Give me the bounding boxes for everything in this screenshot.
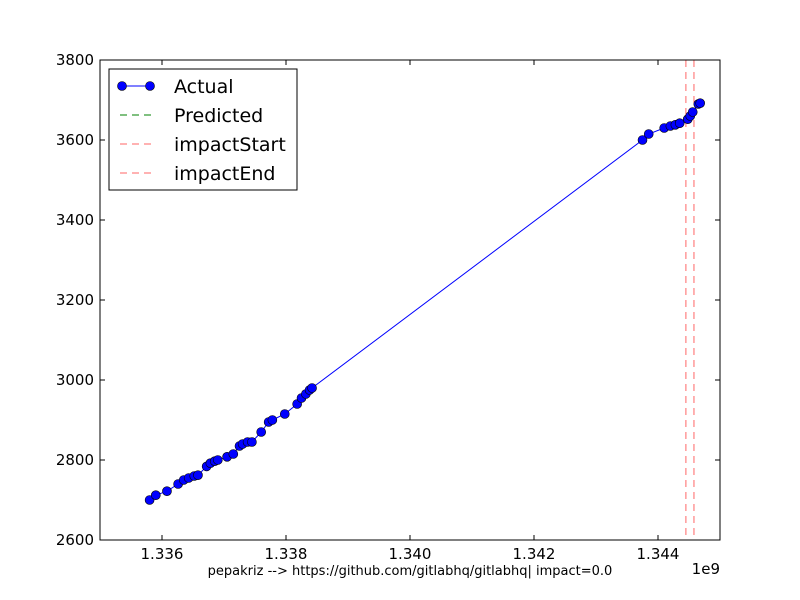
legend: Actual Predicted impactStart impactEnd bbox=[108, 68, 298, 191]
actual-data-point bbox=[267, 415, 278, 425]
y-tick-label: 3400 bbox=[56, 211, 94, 229]
actual-data-point bbox=[151, 490, 161, 501]
actual-data-point bbox=[162, 486, 172, 497]
x-axis-offset-label: 1e9 bbox=[692, 560, 720, 578]
legend-actual-label: Actual bbox=[174, 76, 234, 98]
actual-data-point bbox=[695, 98, 705, 108]
impact-lines bbox=[685, 60, 695, 540]
y-tick-label: 3000 bbox=[56, 371, 94, 389]
y-tick-label: 2800 bbox=[56, 451, 94, 469]
actual-data-point bbox=[279, 409, 290, 419]
actual-data-point bbox=[193, 470, 203, 481]
x-axis-ticks: 1.336 1.338 1.340 1.342 1.344 bbox=[141, 60, 680, 563]
actual-data-point bbox=[213, 455, 223, 465]
y-tick-label: 3200 bbox=[56, 291, 94, 309]
x-tick-label: 1.342 bbox=[513, 545, 556, 563]
actual-data-point bbox=[256, 427, 267, 437]
x-axis-label: pepakriz --> https://github.com/gitlabhq… bbox=[208, 564, 613, 579]
legend-impact-start-label: impactStart bbox=[174, 134, 286, 156]
legend-predicted-label: Predicted bbox=[174, 105, 263, 127]
legend-impact-end-label: impactEnd bbox=[174, 163, 276, 185]
legend-actual-marker bbox=[145, 81, 155, 91]
x-tick-label: 1.338 bbox=[265, 545, 308, 563]
actual-data-point bbox=[687, 107, 698, 117]
actual-data-point bbox=[637, 135, 648, 145]
x-tick-label: 1.340 bbox=[389, 545, 432, 563]
series-layer bbox=[144, 98, 705, 505]
legend-actual-marker bbox=[117, 81, 127, 91]
actual-data-point bbox=[247, 437, 257, 447]
y-tick-label: 3800 bbox=[56, 51, 94, 69]
x-tick-label: 1.336 bbox=[141, 545, 184, 563]
x-tick-label: 1.344 bbox=[637, 545, 680, 563]
actual-data-point bbox=[228, 449, 239, 459]
y-axis-ticks: 2600 2800 3000 3200 3400 3600 3800 bbox=[56, 51, 720, 549]
legend-box bbox=[108, 68, 298, 191]
y-tick-label: 3600 bbox=[56, 131, 94, 149]
actual-data-point bbox=[307, 383, 317, 393]
actual-data-point bbox=[674, 118, 685, 128]
y-tick-label: 2600 bbox=[56, 531, 94, 549]
actual-data-point bbox=[643, 129, 654, 139]
